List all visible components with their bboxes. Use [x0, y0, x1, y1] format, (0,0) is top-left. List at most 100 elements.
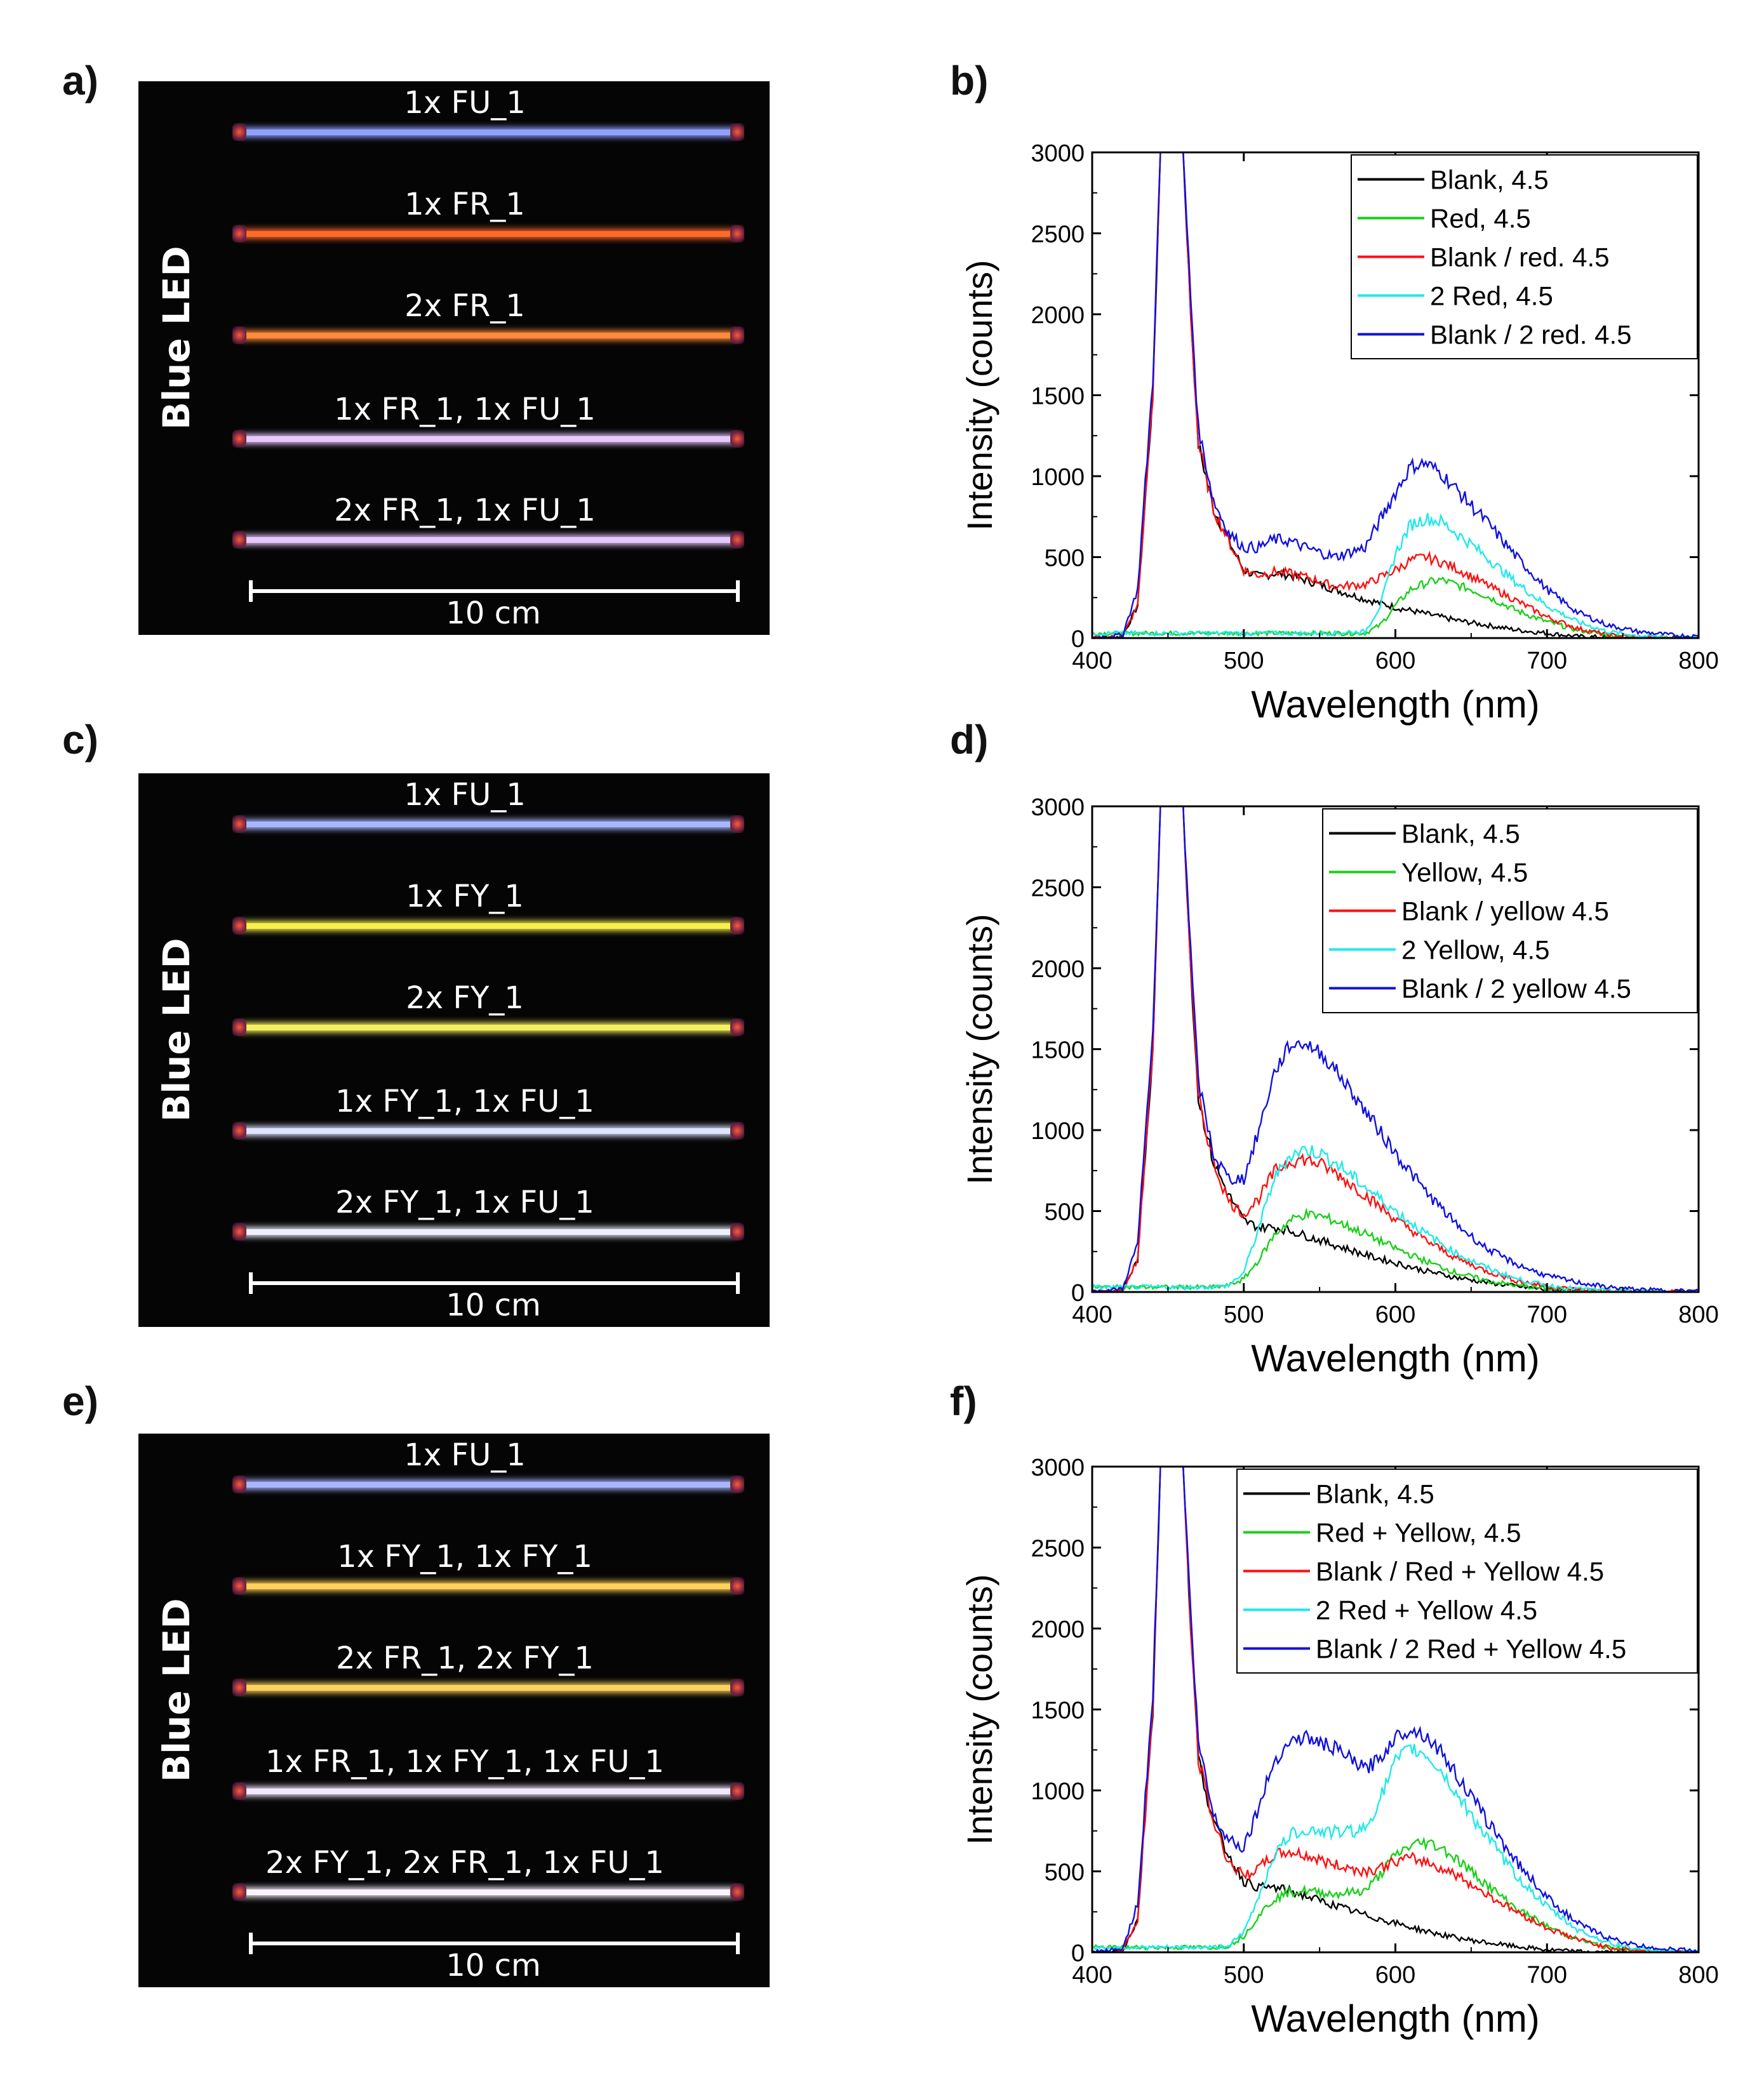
- panel-letter-e: e): [62, 1378, 98, 1424]
- legend-entry: Blank / 2 yellow 4.5: [1401, 974, 1631, 1004]
- rod-end-cap: [232, 1018, 246, 1036]
- x-tick-label: 600: [1375, 1962, 1415, 1988]
- rod-label: 1x FU_1: [404, 1437, 526, 1473]
- light-rod: [240, 1229, 735, 1235]
- legend-entry: Blank / Red + Yellow 4.5: [1316, 1557, 1604, 1587]
- rod-end-cap: [730, 1782, 744, 1800]
- light-rod: [240, 1128, 735, 1134]
- y-tick-label: 0: [1071, 1280, 1085, 1307]
- x-tick-label: 500: [1224, 1302, 1264, 1328]
- rod-label: 1x FR_1, 1x FY_1, 1x FU_1: [265, 1744, 664, 1780]
- panel-letter-d: d): [950, 717, 989, 763]
- legend-entry: 2 Red + Yellow 4.5: [1316, 1595, 1537, 1625]
- legend-entry: Red, 4.5: [1430, 204, 1531, 234]
- x-tick-label: 600: [1375, 648, 1415, 674]
- scale-bar-tick: [249, 1933, 253, 1954]
- y-tick-label: 2000: [1031, 1616, 1085, 1643]
- x-tick-label: 400: [1072, 648, 1112, 674]
- rod-end-cap: [232, 1883, 246, 1901]
- photo-panel-1: [138, 81, 770, 635]
- y-tick-label: 3000: [1031, 140, 1085, 167]
- rod-label: 2x FY_1: [406, 980, 524, 1016]
- rod-end-cap: [730, 1223, 744, 1241]
- rod-end-cap: [730, 1122, 744, 1140]
- light-rod: [240, 333, 735, 338]
- x-tick-label: 800: [1678, 1302, 1718, 1328]
- rod-end-cap: [232, 1223, 246, 1241]
- y-tick-label: 2000: [1031, 956, 1085, 983]
- scale-bar-tick: [249, 1272, 253, 1294]
- rod-end-cap: [232, 1475, 246, 1493]
- x-tick-label: 500: [1224, 648, 1264, 674]
- y-tick-label: 2500: [1031, 1536, 1085, 1562]
- light-rod: [240, 1482, 735, 1488]
- series-line-5: [1092, 152, 1699, 638]
- legend-box: [1236, 1469, 1698, 1674]
- y-tick-label: 500: [1045, 545, 1085, 572]
- scale-bar-tick: [249, 580, 253, 602]
- rod-end-cap: [730, 531, 744, 549]
- legend-entry: 2 Yellow, 4.5: [1401, 935, 1550, 965]
- series-line-5: [1092, 806, 1699, 1292]
- series-line-3: [1092, 152, 1699, 638]
- y-tick-label: 3000: [1031, 794, 1085, 821]
- rod-end-cap: [730, 1679, 744, 1696]
- rod-label: 1x FU_1: [404, 85, 526, 121]
- scale-bar-tick: [736, 1933, 740, 1954]
- scale-bar-tick: [736, 1272, 740, 1294]
- y-axis-label: Intensity (counts): [959, 260, 999, 530]
- rod-end-cap: [730, 430, 744, 448]
- x-tick-label: 600: [1375, 1302, 1415, 1328]
- rod-label: 1x FR_1, 1x FU_1: [334, 392, 596, 427]
- spectrum-chart-f: 0 500 1000 1500 2000 2500 3000 400 500 600 700 800 W…: [959, 1455, 1719, 2040]
- legend-entry: Blank, 4.5: [1316, 1479, 1434, 1509]
- x-tick-label: 800: [1678, 1962, 1718, 1988]
- photo-panel-3: [138, 1434, 770, 1987]
- rod-end-cap: [232, 225, 246, 243]
- rod-end-cap: [730, 1883, 744, 1901]
- series-line-4: [1092, 512, 1699, 638]
- rod-end-cap: [232, 531, 246, 549]
- y-axis-label: Intensity (counts): [959, 1574, 999, 1844]
- y-tick-label: 0: [1071, 626, 1085, 653]
- light-rod: [240, 822, 735, 827]
- light-rod: [240, 1025, 735, 1030]
- x-tick-label: 700: [1527, 1302, 1567, 1328]
- rod-end-cap: [232, 430, 246, 448]
- rod-end-cap: [232, 815, 246, 833]
- rod-end-cap: [730, 815, 744, 833]
- rod-label: 2x FR_1, 1x FU_1: [334, 493, 596, 528]
- y-tick-label: 1500: [1031, 383, 1085, 410]
- rod-end-cap: [232, 1679, 246, 1696]
- scale-bar: [249, 1281, 740, 1285]
- rod-label: 1x FR_1: [404, 187, 525, 222]
- rod-label: 2x FY_1, 1x FU_1: [335, 1185, 594, 1220]
- rod-end-cap: [730, 326, 744, 344]
- legend-entry: 2 Red, 4.5: [1430, 281, 1553, 311]
- y-tick-label: 500: [1045, 1860, 1085, 1886]
- panel-letter-f: f): [950, 1378, 977, 1424]
- y-tick-label: 1500: [1031, 1698, 1085, 1724]
- rod-end-cap: [232, 1577, 246, 1595]
- y-tick-label: 2500: [1031, 876, 1085, 902]
- panel-letter-c: c): [62, 717, 98, 763]
- series-line-2: [1092, 576, 1699, 638]
- scale-bar-label: 10 cm: [446, 1948, 541, 1983]
- series-line-4: [1092, 1743, 1699, 1952]
- y-tick-label: 1500: [1031, 1037, 1085, 1064]
- legend-entry: Blank / red. 4.5: [1430, 243, 1610, 272]
- light-rod: [240, 231, 735, 237]
- scale-bar-tick: [736, 580, 740, 602]
- panel-letter-b: b): [950, 58, 989, 103]
- x-tick-label: 400: [1072, 1962, 1112, 1988]
- legend-entry: Blank, 4.5: [1401, 819, 1520, 849]
- legend-entry: Blank / 2 red. 4.5: [1430, 320, 1632, 350]
- series-line-5: [1092, 1467, 1699, 1952]
- y-tick-label: 0: [1071, 1940, 1085, 1967]
- spectrum-chart-d: 0 500 1000 1500 2000 2500 3000 400 500 600 700 800 W…: [959, 794, 1719, 1380]
- rod-end-cap: [232, 917, 246, 935]
- x-tick-label: 400: [1072, 1302, 1112, 1328]
- rod-label: 1x FU_1: [404, 777, 526, 813]
- rod-end-cap: [232, 1782, 246, 1800]
- rod-end-cap: [730, 917, 744, 935]
